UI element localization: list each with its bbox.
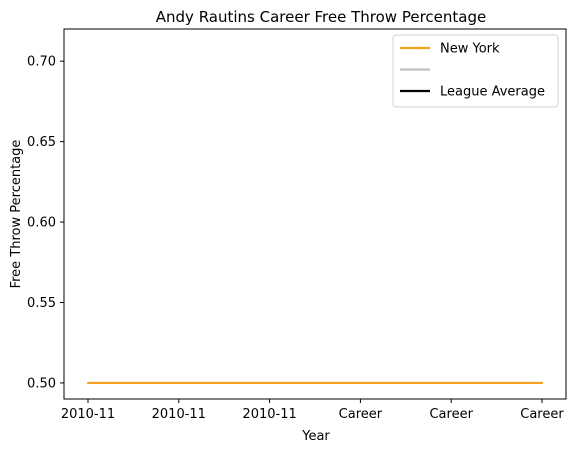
x-axis: 2010-11 2010-11 2010-11 Career Career Career — [61, 399, 564, 422]
y-tick-label: 0.55 — [27, 296, 56, 311]
x-axis-label: Year — [301, 429, 330, 444]
y-axis: 0.50 0.55 0.60 0.65 0.70 — [27, 55, 64, 391]
y-axis-label: Free Throw Percentage — [9, 140, 24, 289]
x-tick-label: Career — [520, 407, 564, 422]
x-tick-label: 2010-11 — [242, 407, 296, 422]
x-tick-label: Career — [429, 407, 473, 422]
series-point — [268, 381, 271, 385]
series-point — [540, 381, 544, 385]
series-point — [450, 381, 453, 385]
plot-area — [63, 28, 567, 400]
y-tick-label: 0.65 — [27, 135, 56, 150]
y-tick-label: 0.70 — [27, 55, 56, 70]
y-tick-label: 0.60 — [27, 216, 56, 231]
series-point — [359, 381, 362, 385]
x-tick-label: 2010-11 — [152, 407, 206, 422]
series-point — [177, 381, 180, 385]
chart-title: Andy Rautins Career Free Throw Percentag… — [156, 8, 486, 26]
series-point — [86, 381, 90, 385]
x-tick-label: Career — [339, 407, 383, 422]
x-tick-label: 2010-11 — [61, 407, 115, 422]
series-lines — [86, 381, 544, 385]
legend-label: New York — [440, 42, 500, 57]
legend-label: League Average — [440, 85, 545, 100]
legend-box — [392, 34, 559, 108]
legend: New York League Average — [392, 34, 559, 108]
y-tick-label: 0.50 — [27, 376, 56, 391]
